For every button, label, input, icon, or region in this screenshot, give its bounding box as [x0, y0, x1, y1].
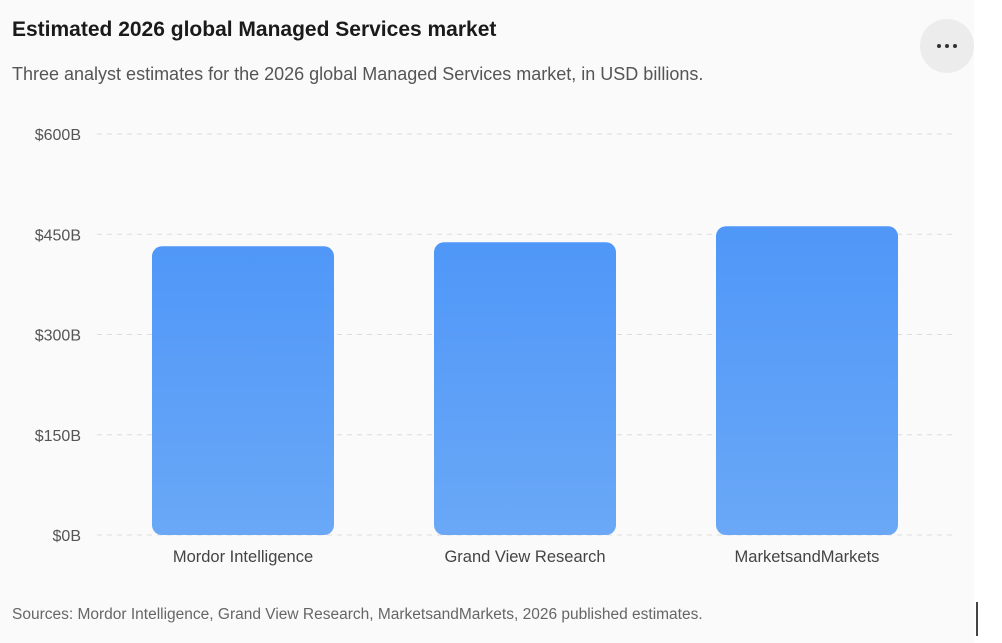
x-tick-label: MarketsandMarkets	[735, 548, 880, 566]
bar-mordor-intelligence[interactable]	[152, 246, 334, 535]
x-tick-label: Grand View Research	[444, 548, 605, 566]
chart-card: Estimated 2026 global Managed Services m…	[12, 18, 974, 623]
y-tick-label: $600B	[35, 127, 81, 144]
y-tick-label: $450B	[35, 227, 81, 244]
y-tick-label: $300B	[35, 328, 81, 345]
chart-title: Estimated 2026 global Managed Services m…	[12, 18, 497, 41]
bar-chart: $0B $150B $300B $450B $600B Mordor Intellige…	[35, 127, 955, 566]
y-tick-label: $0B	[53, 528, 81, 545]
source-note: Sources: Mordor Intelligence, Grand View…	[12, 606, 703, 623]
ellipsis-dot	[945, 44, 949, 48]
ellipsis-horizontal-icon	[937, 44, 941, 48]
bar-marketsandmarkets[interactable]	[716, 226, 898, 535]
text-cursor	[976, 602, 978, 636]
bar-grand-view-research[interactable]	[434, 242, 616, 535]
x-tick-label: Mordor Intelligence	[173, 548, 313, 566]
ellipsis-dot	[953, 44, 957, 48]
chart-subtitle: Three analyst estimates for the 2026 glo…	[12, 64, 704, 84]
more-options-button[interactable]	[920, 19, 974, 73]
y-tick-label: $150B	[35, 428, 81, 445]
